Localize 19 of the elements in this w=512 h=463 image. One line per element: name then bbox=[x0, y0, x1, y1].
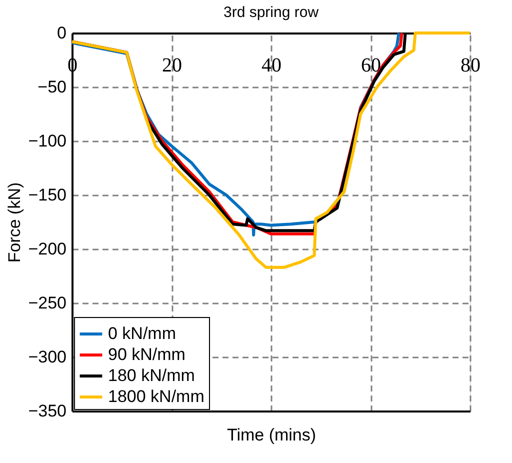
y-axis-title: Force (kN) bbox=[5, 182, 24, 263]
legend-label: 90 kN/mm bbox=[108, 345, 186, 364]
y-tick-label: −250 bbox=[28, 294, 66, 312]
chart-title: 3rd spring row bbox=[223, 4, 319, 21]
x-axis-title: Time (mins) bbox=[226, 426, 316, 444]
y-tick-label: 0 bbox=[57, 24, 66, 42]
x-tick-label: 60 bbox=[361, 54, 381, 76]
x-tick-label: 40 bbox=[262, 54, 282, 76]
x-tick-label: 20 bbox=[162, 54, 182, 76]
y-tick-label: −150 bbox=[28, 186, 66, 204]
legend-label: 1800 kN/mm bbox=[108, 387, 204, 406]
y-tick-label: −50 bbox=[38, 78, 66, 96]
y-tick-label: −100 bbox=[28, 132, 66, 150]
y-tick-label: −200 bbox=[28, 240, 66, 258]
legend-label: 180 kN/mm bbox=[108, 366, 195, 385]
x-tick-label: 80 bbox=[460, 54, 480, 76]
y-tick-label: −350 bbox=[28, 402, 66, 420]
y-tick-label: −300 bbox=[28, 348, 66, 366]
legend-label: 0 kN/mm bbox=[108, 324, 176, 343]
